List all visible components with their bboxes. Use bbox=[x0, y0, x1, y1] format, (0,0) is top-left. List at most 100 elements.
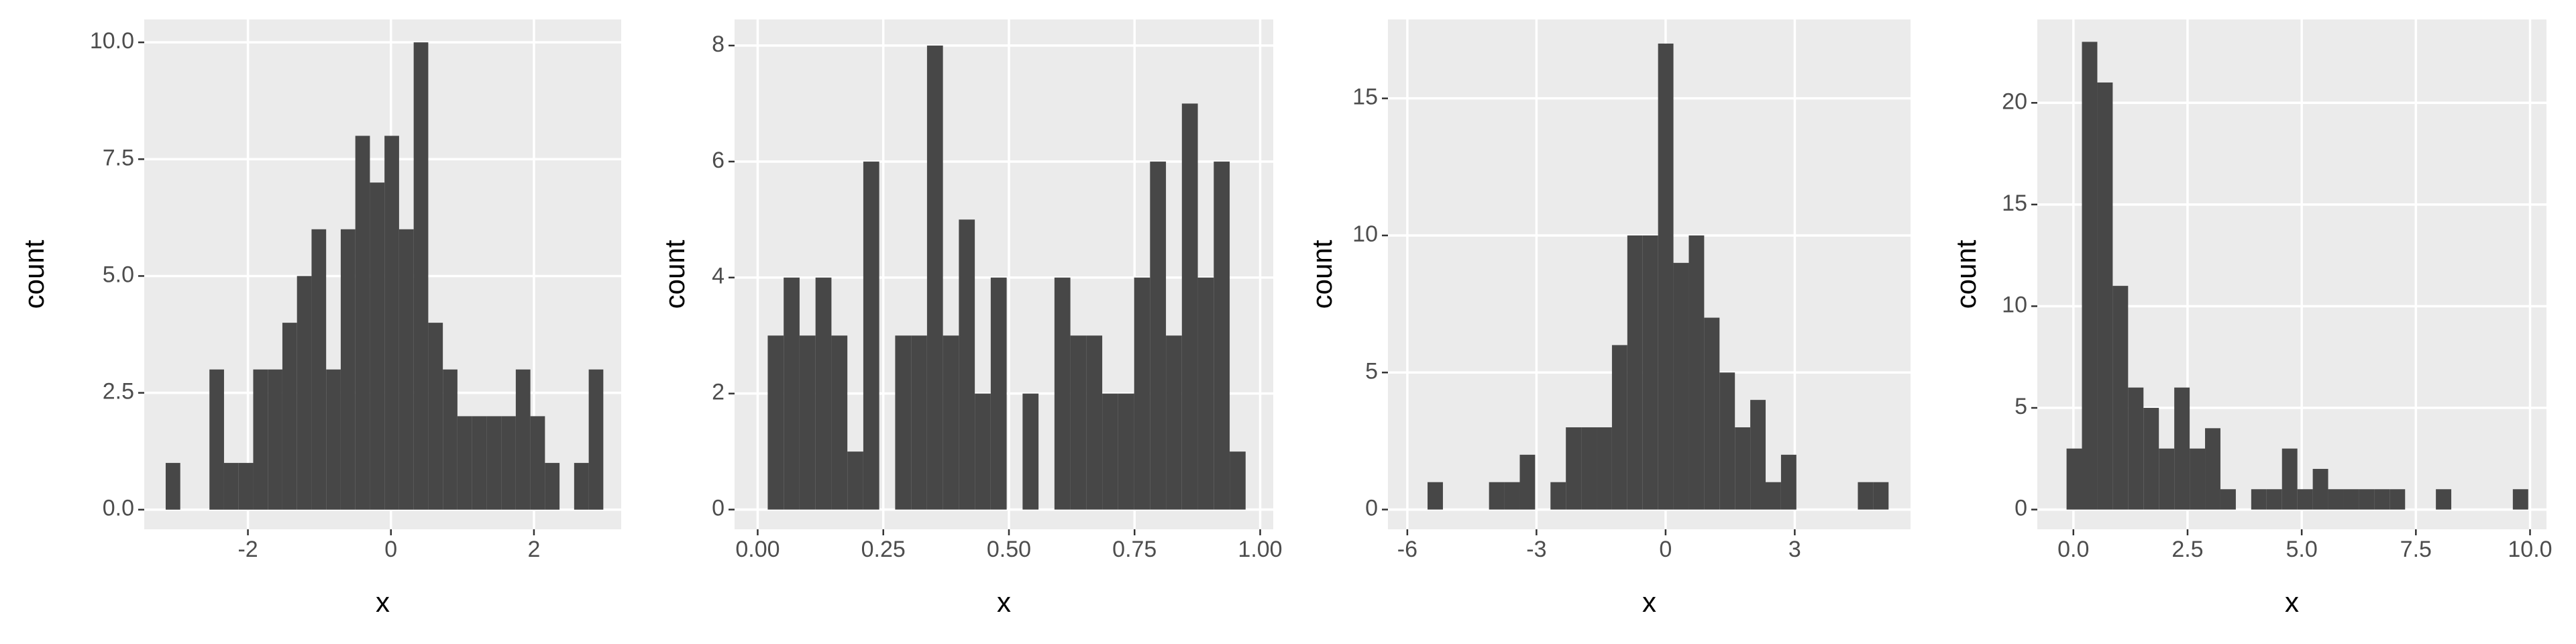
x-tick-label: -2 bbox=[237, 537, 258, 562]
x-axis-title: x bbox=[1642, 586, 1656, 618]
bar bbox=[1428, 482, 1443, 510]
bar bbox=[472, 416, 487, 510]
bar bbox=[443, 369, 458, 510]
bar bbox=[1581, 427, 1597, 510]
bar bbox=[1181, 103, 1198, 510]
bar bbox=[1102, 393, 1118, 510]
bar bbox=[268, 369, 282, 510]
bar bbox=[2312, 468, 2328, 510]
bar bbox=[1627, 235, 1643, 510]
y-tick-label: 10 bbox=[1352, 221, 1378, 247]
bar bbox=[2066, 448, 2082, 510]
bar bbox=[384, 136, 399, 510]
bar bbox=[959, 219, 975, 510]
bar bbox=[1214, 161, 1230, 510]
bar bbox=[767, 335, 784, 510]
bar bbox=[2266, 489, 2282, 510]
bar bbox=[784, 277, 800, 510]
bar bbox=[1611, 345, 1627, 510]
bar bbox=[863, 161, 879, 510]
bar bbox=[326, 369, 341, 510]
bar bbox=[975, 393, 991, 510]
x-axis-title: x bbox=[2285, 586, 2299, 618]
x-tick-label: 0.50 bbox=[987, 537, 1031, 562]
bar bbox=[943, 335, 959, 510]
bar bbox=[2374, 489, 2390, 510]
bar bbox=[486, 416, 502, 510]
bar bbox=[428, 323, 443, 510]
x-tick-label: 0.00 bbox=[735, 537, 780, 562]
bar bbox=[501, 416, 516, 510]
bar bbox=[1719, 372, 1735, 510]
bar bbox=[2251, 489, 2267, 510]
bar bbox=[2220, 489, 2236, 510]
x-tick-label: 3 bbox=[1788, 537, 1801, 562]
bar bbox=[530, 416, 545, 510]
bar bbox=[311, 229, 327, 510]
bar bbox=[457, 416, 472, 510]
x-tick-label: 1.00 bbox=[1238, 537, 1282, 562]
x-axis-title: x bbox=[376, 586, 390, 618]
bar bbox=[2436, 489, 2452, 510]
bar bbox=[238, 463, 254, 510]
bar bbox=[895, 335, 912, 510]
bar bbox=[1022, 393, 1039, 510]
bar bbox=[355, 136, 370, 510]
bar bbox=[574, 463, 589, 510]
x-tick-label: 2 bbox=[527, 537, 540, 562]
bar bbox=[282, 323, 297, 510]
x-tick-label: 7.5 bbox=[2400, 537, 2432, 562]
bar bbox=[1086, 335, 1103, 510]
x-tick-label: 0 bbox=[1659, 537, 1672, 562]
bar bbox=[926, 45, 943, 510]
bar bbox=[1197, 277, 1214, 510]
bar bbox=[2128, 387, 2144, 510]
y-tick-label: 10 bbox=[2002, 292, 2027, 317]
bar bbox=[165, 463, 180, 510]
bar bbox=[1134, 277, 1150, 510]
bar bbox=[1704, 317, 1720, 510]
y-tick-label: 2 bbox=[712, 380, 724, 405]
bar bbox=[370, 182, 385, 510]
bar bbox=[1166, 335, 1182, 510]
bar bbox=[1150, 161, 1167, 510]
bar bbox=[1688, 235, 1705, 510]
y-tick-label: 0.0 bbox=[103, 496, 134, 521]
y-axis-title: count bbox=[659, 239, 690, 309]
bar bbox=[1780, 454, 1796, 510]
x-tick-label: 0.25 bbox=[861, 537, 906, 562]
bar bbox=[1766, 482, 1781, 510]
bar bbox=[799, 335, 816, 510]
bar bbox=[815, 277, 832, 510]
bar bbox=[2082, 42, 2098, 510]
bar bbox=[2097, 82, 2113, 510]
y-tick-label: 0 bbox=[712, 496, 724, 521]
y-axis-title: count bbox=[1306, 239, 1338, 309]
bar bbox=[990, 277, 1007, 510]
x-tick-label: 0 bbox=[384, 537, 397, 562]
bar bbox=[1070, 335, 1087, 510]
y-tick-label: 4 bbox=[712, 264, 724, 289]
y-tick-label: 0 bbox=[1365, 496, 1378, 521]
bar bbox=[2328, 489, 2344, 510]
y-tick-label: 7.5 bbox=[103, 145, 134, 170]
bar bbox=[2359, 489, 2375, 510]
bar bbox=[1735, 427, 1751, 510]
bar bbox=[831, 335, 848, 510]
bar bbox=[223, 463, 239, 510]
bar bbox=[1550, 482, 1566, 510]
x-axis-title: x bbox=[997, 586, 1011, 618]
bar bbox=[2205, 428, 2220, 510]
y-tick-label: 20 bbox=[2002, 89, 2027, 114]
y-tick-label: 0 bbox=[2015, 496, 2027, 521]
bar bbox=[2390, 489, 2406, 510]
bar bbox=[1230, 451, 1246, 510]
bar bbox=[1750, 400, 1766, 510]
bar bbox=[2143, 408, 2159, 510]
x-tick-label: 2.5 bbox=[2171, 537, 2203, 562]
bar bbox=[297, 276, 312, 510]
bar bbox=[2174, 387, 2190, 510]
bar bbox=[2512, 489, 2528, 510]
x-tick-label: -3 bbox=[1526, 537, 1546, 562]
y-tick-label: 2.5 bbox=[103, 379, 134, 405]
